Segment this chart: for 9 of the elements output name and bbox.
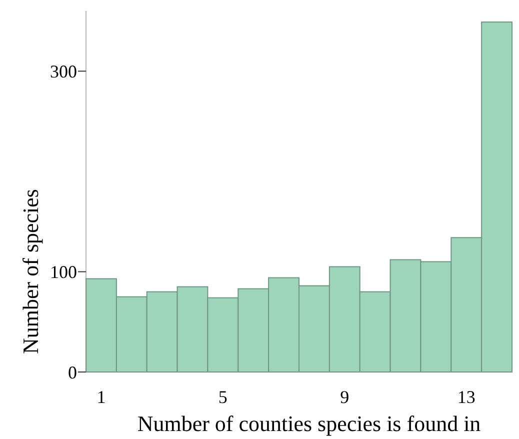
y-tick-label: 300 <box>50 61 77 82</box>
x-tick-label: 5 <box>218 387 228 407</box>
y-axis-title: Number of species <box>18 189 43 354</box>
y-tick-label: 0 <box>68 362 77 382</box>
x-tick-label: 1 <box>96 387 106 407</box>
x-axis-title: Number of counties species is found in <box>137 411 481 436</box>
x-tick-label: 13 <box>457 387 476 407</box>
x-tick-label: 9 <box>340 387 350 407</box>
y-tick-label: 100 <box>50 262 77 282</box>
